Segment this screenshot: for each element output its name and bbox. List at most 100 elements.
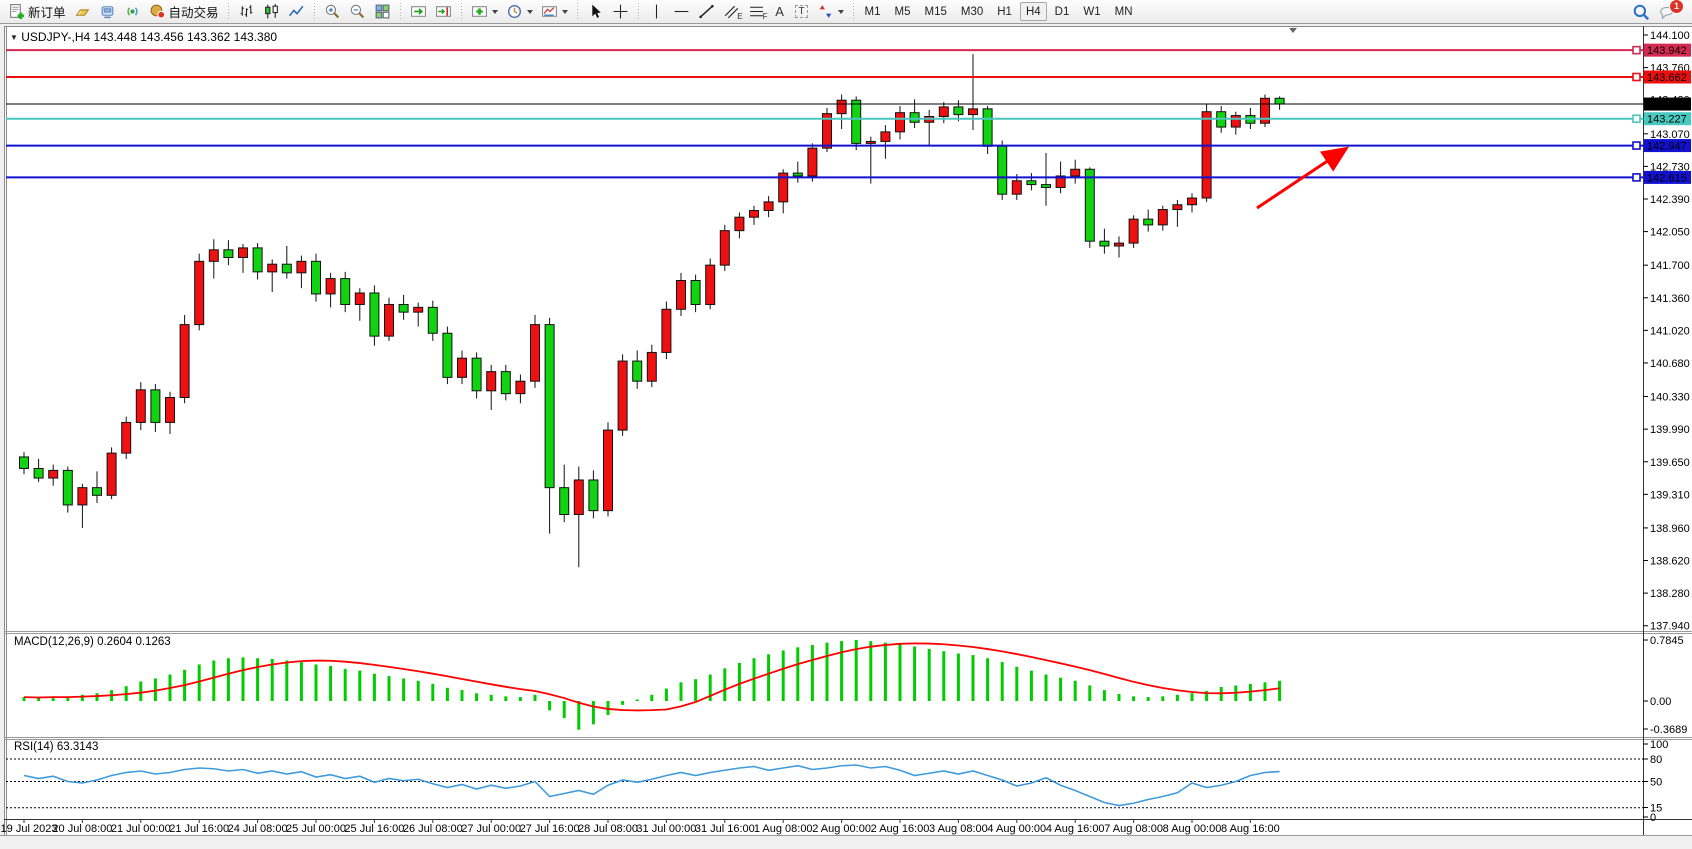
svg-text:24 Jul 08:00: 24 Jul 08:00: [228, 823, 288, 835]
svg-text:21 Jul 16:00: 21 Jul 16:00: [169, 823, 229, 835]
notifications-button[interactable]: 1: [1654, 0, 1684, 22]
svg-text:15: 15: [1650, 803, 1662, 815]
svg-text:4 Aug 00:00: 4 Aug 00:00: [987, 823, 1046, 835]
auto-scroll-button[interactable]: [406, 2, 431, 22]
market-gold-button[interactable]: [70, 2, 95, 22]
indicators-button[interactable]: [467, 2, 502, 22]
vertical-line-icon: [648, 3, 665, 20]
chevron-down-icon: [526, 9, 533, 14]
fibonacci-icon: [748, 3, 765, 20]
svg-text:8 Aug 16:00: 8 Aug 16:00: [1221, 823, 1280, 835]
toolbar-separator: [399, 3, 401, 20]
svg-text:140.330: 140.330: [1650, 392, 1690, 404]
crosshair-button[interactable]: [608, 2, 633, 22]
zoom-in-icon: [324, 3, 341, 20]
bar-chart-button[interactable]: [234, 2, 259, 22]
svg-text:143.380: 143.380: [1647, 99, 1687, 111]
text-label-tool-button[interactable]: T: [791, 2, 813, 22]
status-bar: [0, 835, 1692, 849]
channel-tool-button[interactable]: E: [719, 2, 744, 22]
symbol-dropdown-icon[interactable]: ▼: [10, 33, 18, 42]
chart-shift-button[interactable]: [431, 2, 456, 22]
templates-icon: [541, 3, 558, 20]
svg-text:50: 50: [1650, 777, 1662, 789]
candlestick-chart-icon: [263, 3, 280, 20]
svg-text:137.940: 137.940: [1650, 621, 1690, 633]
svg-text:143.942: 143.942: [1647, 45, 1687, 57]
svg-text:25 Jul 16:00: 25 Jul 16:00: [344, 823, 404, 835]
svg-text:138.620: 138.620: [1650, 556, 1690, 568]
timeframe-MN[interactable]: MN: [1114, 5, 1133, 18]
expert-advisor-button[interactable]: [95, 2, 120, 22]
svg-text:139.650: 139.650: [1650, 457, 1690, 469]
timeframe-M30[interactable]: M30: [960, 5, 984, 18]
trendline-icon: [698, 3, 715, 20]
notification-badge: 1: [1669, 0, 1684, 14]
timeframe-W1[interactable]: W1: [1083, 5, 1101, 18]
toolbar-separator: [576, 3, 578, 20]
timeframe-M15[interactable]: M15: [924, 5, 947, 18]
arrows-tool-button[interactable]: [813, 2, 848, 22]
macd-name: MACD(12,26,9): [14, 636, 94, 648]
horizontal-line-tool-button[interactable]: [669, 2, 694, 22]
svg-text:142.390: 142.390: [1650, 194, 1690, 206]
fibonacci-tool-button[interactable]: F: [744, 2, 769, 22]
svg-text:143.227: 143.227: [1647, 114, 1687, 126]
svg-text:144.100: 144.100: [1650, 30, 1690, 42]
price-lines-layer[interactable]: 143.942 143.662 143.380 143.227 142.947 142.6…: [6, 43, 1691, 185]
svg-text:141.700: 141.700: [1650, 260, 1690, 272]
horizontal-line-icon: [673, 3, 690, 20]
svg-text:2 Aug 00:00: 2 Aug 00:00: [812, 823, 871, 835]
svg-text:138.280: 138.280: [1650, 588, 1690, 600]
candlestick-chart-button[interactable]: [259, 2, 284, 22]
zoom-in-button[interactable]: [320, 2, 345, 22]
trendline-tool-button[interactable]: [694, 2, 719, 22]
svg-text:3 Aug 08:00: 3 Aug 08:00: [929, 823, 988, 835]
svg-text:140.680: 140.680: [1650, 358, 1690, 370]
bar-chart-icon: [238, 3, 255, 20]
chevron-down-icon: [837, 9, 844, 14]
rsi-indicator-label: RSI(14) 63.3143: [14, 741, 98, 753]
svg-text:138.960: 138.960: [1650, 523, 1690, 535]
timeframe-H4[interactable]: H4: [1019, 2, 1047, 21]
chart-symbol-header: ▼ USDJPY-,H4 143.448 143.456 143.362 143…: [10, 30, 277, 44]
svg-text:0.00: 0.00: [1650, 696, 1671, 708]
price-axis-labels: 144.100143.760143.430143.070142.730142.3…: [1643, 30, 1690, 633]
line-chart-button[interactable]: [284, 2, 309, 22]
text-tool-button[interactable]: A: [769, 2, 791, 22]
timeframe-H1[interactable]: H1: [997, 5, 1012, 18]
svg-text:141.020: 141.020: [1650, 325, 1690, 337]
autotrading-button[interactable]: 自动交易: [145, 2, 223, 22]
timeframe-M1[interactable]: M1: [864, 5, 881, 18]
signals-button[interactable]: [120, 2, 145, 22]
channel-icon: [723, 3, 740, 20]
svg-text:2 Aug 16:00: 2 Aug 16:00: [871, 823, 930, 835]
text-label-icon: T: [795, 5, 808, 18]
chart-shift-marker[interactable]: [1289, 28, 1297, 33]
cursor-button[interactable]: [583, 2, 608, 22]
rsi-pane: 100 80 50 150: [6, 739, 1668, 824]
price-line-badge: [1644, 139, 1691, 153]
timeframe-D1[interactable]: D1: [1054, 5, 1070, 18]
trend-arrow-annotation[interactable]: [1256, 146, 1349, 210]
toolbar-separator: [460, 3, 462, 20]
periods-button[interactable]: [502, 2, 537, 22]
timeframe-M5[interactable]: M5: [894, 5, 911, 18]
new-order-button[interactable]: 新订单: [4, 2, 70, 22]
zoom-out-button[interactable]: [345, 2, 370, 22]
candles-layer[interactable]: [19, 54, 1285, 568]
fibonacci-letter: F: [762, 11, 768, 21]
symbol-period-label: USDJPY-,H4: [21, 30, 91, 44]
search-button[interactable]: [1628, 2, 1654, 22]
svg-text:139.990: 139.990: [1650, 424, 1690, 436]
toolbar: 新订单 自动交易 E F A T M1 M5 M15 M30 H1 H4 D1 W1 MN 1: [0, 0, 1692, 24]
price-line-badge: [1644, 70, 1691, 84]
tile-windows-button[interactable]: [370, 2, 395, 22]
svg-text:8 Aug 00:00: 8 Aug 00:00: [1163, 823, 1222, 835]
svg-text:27 Jul 16:00: 27 Jul 16:00: [520, 823, 580, 835]
vertical-line-tool-button[interactable]: [644, 2, 669, 22]
templates-button[interactable]: [537, 2, 572, 22]
auto-scroll-icon: [410, 3, 427, 20]
